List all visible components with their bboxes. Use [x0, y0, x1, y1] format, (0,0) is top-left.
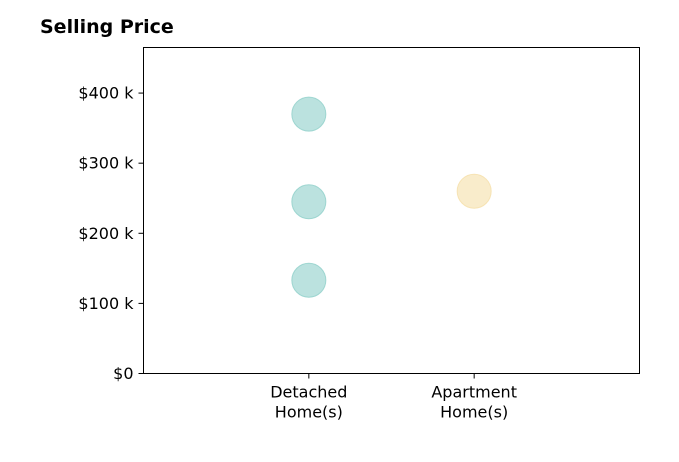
y-tick-label: $300 k [78, 154, 134, 173]
data-point-2 [291, 262, 327, 298]
plot-frame [143, 47, 640, 374]
points-layer [291, 96, 492, 298]
data-point-3 [456, 173, 492, 209]
y-tick-label: $200 k [78, 224, 134, 243]
y-tick-label: $100 k [78, 294, 134, 313]
x-tick-label: Apartment [431, 383, 517, 402]
data-point-0 [291, 96, 327, 132]
x-tick-label: Detached [270, 383, 347, 402]
y-axis: $0 $100 k $200 k $300 k $400 k [78, 84, 144, 383]
x-tick-label: Home(s) [275, 403, 343, 422]
x-tick-label: Home(s) [440, 403, 508, 422]
data-point-1 [291, 184, 327, 220]
chart-title: Selling Price [40, 16, 174, 38]
y-tick-label: $0 [113, 364, 133, 383]
y-tick-label: $400 k [78, 84, 134, 103]
